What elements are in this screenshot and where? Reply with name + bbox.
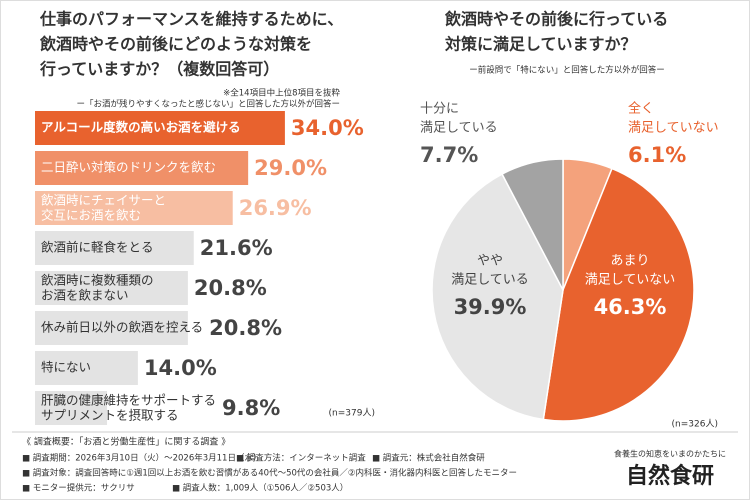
bar [35,391,108,425]
footer-line: ■ 調査方法：インターネット調査 [236,453,366,464]
footer-line: ■ 調査期間：2026年3月10日（火）〜2026年3月11日（水） [22,453,261,464]
chart-title: 対策に満足していますか？ [444,35,637,54]
pie-slice [501,158,564,291]
value-label: 26.9% [239,196,312,220]
logo-name: 自然食研 [626,463,714,489]
bar-label: 飲酒前に軽食をとる [41,240,154,255]
pie-slice [431,173,564,421]
footer-line: ■ 調査人数：1,009人（①506人／②503人） [172,483,348,494]
note: ー前設問で「特にない」と回答した方以外が回答ー [469,65,665,76]
footer-line: ■ 調査対象：調査回答時に①週1回以上お酒を飲む習慣がある40代〜50代の会社員… [22,468,517,479]
slice-label: 十分に満足している [420,101,498,135]
slice-label: 全く満足していない [628,100,719,135]
bar [35,351,138,385]
slice-value: 6.1% [628,143,686,167]
bar [35,271,188,305]
bar [35,231,194,265]
bar-label: 二日酔い対策のドリンクを飲む [41,160,216,175]
bar-label: 肝臓の健康維持をサポートするサプリメントを摂取する [41,392,216,422]
footer-line: ■ モニター提供元：サクリサ [22,483,135,494]
note: ※全14項目中上位8項目を抜粋 [223,88,340,99]
bar-label: 飲酒時にチェイサーと交互にお酒を飲む [41,192,166,222]
sample-size: (n=326人) [672,419,718,430]
bar-label: 特にない [41,360,91,375]
value-label: 21.6% [200,236,273,260]
bar-label: 休み前日以外の飲酒を控える [41,320,203,335]
pie-slice [542,167,695,422]
value-label: 20.8% [194,276,267,300]
chart-title: 飲酒時やその前後に行っている [444,10,668,29]
logo-tagline: 食養生の知恵をいまのかたちに [614,449,726,459]
slice-label: あまり満足していない [585,253,676,287]
footer-line: ■ 調査元：株式会社自然食研 [372,453,485,464]
footer-heading: 《 調査概要：「お酒と労働生産性」に関する調査 》 [22,436,230,448]
bar-label: アルコール度数の高いお酒を避ける [41,120,241,135]
chart-title: 仕事のパフォーマンスを維持するために、 [39,10,343,29]
value-label: 20.8% [209,316,282,340]
value-label: 14.0% [144,356,217,380]
bar [35,311,188,345]
bar [35,111,285,145]
slice-value: 39.9% [454,295,527,319]
sample-size: (n=379人) [329,408,375,419]
slice-label: やや満足している [451,253,529,287]
value-label: 34.0% [291,116,364,140]
bar-label: 飲酒時に複数種類のお酒を飲まない [41,272,154,302]
bar [35,191,233,225]
chart-title: 飲酒時やその前後にどのような対策を [39,35,312,54]
chart-title: 行っていますか？（複数回答可） [39,60,279,79]
value-label: 9.8% [222,396,280,420]
slice-value: 46.3% [594,295,667,319]
slice-value: 7.7% [420,143,478,167]
bar [35,151,249,185]
value-label: 29.0% [254,156,327,180]
note: ー「お酒が残りやすくなったと感じない」と回答した方以外が回答ー [76,99,340,110]
